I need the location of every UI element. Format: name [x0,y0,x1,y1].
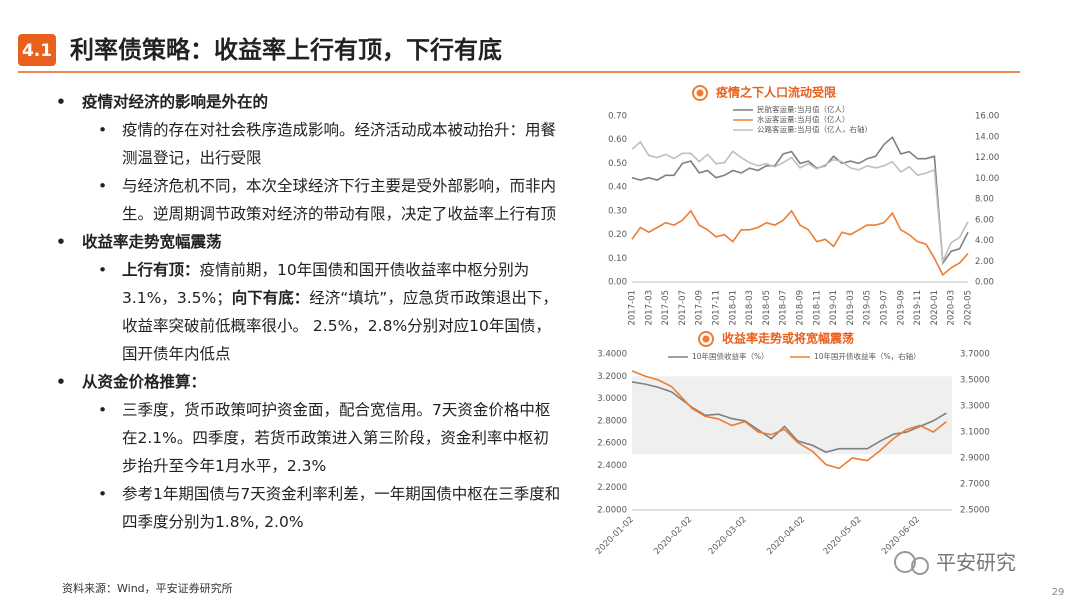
bullet: 收益率走势宽幅震荡 [52,228,572,256]
x-tick-label: 2018-07 [779,290,789,326]
bullet: 从资金价格推算： [52,368,572,396]
y2-tick-label: 2.00 [975,257,994,267]
x-tick-label: 2019-01 [829,290,839,326]
x-tick-label: 2020-05 [964,290,974,326]
legend-label: 10年国债收益率（%） [692,351,769,361]
y2-tick-label: 2.7000 [960,480,990,490]
x-tick-label: 2019-05 [863,290,873,326]
watermark-icon [911,557,929,575]
series-line [631,136,969,266]
y2-tick-label: 3.7000 [960,350,990,360]
x-tick-label: 2020-05-02 [822,515,864,557]
x-tick-label: 2018-09 [796,290,806,326]
title-icon [698,331,714,347]
watermark-icon [894,551,916,573]
y-tick-label: 0.70 [608,112,627,122]
y2-tick-label: 0.00 [975,278,994,288]
x-tick-label: 2018-03 [745,290,755,326]
bullet: 疫情对经济的影响是外在的 [52,88,572,116]
title-icon [696,89,704,97]
legend-label: 10年国开债收益率（%，右轴） [814,351,921,361]
sub-bullet: 与经济危机不同，本次全球经济下行主要是受外部影响，而非内生。逆周期调节政策对经济… [52,172,562,228]
x-tick-label: 2018-11 [812,290,822,326]
y2-tick-label: 6.00 [975,215,994,225]
x-tick-label: 2020-01-02 [594,515,636,557]
y2-tick-label: 10.00 [975,174,999,184]
y-tick-label: 2.4000 [597,461,627,471]
shaded-band [632,376,952,455]
x-tick-label: 2019-11 [913,290,923,326]
text-run: 疫情前期，10年国债和国开债收益率中枢分别为3.1%，3.5%； [122,261,530,307]
page-number: 29 [1052,587,1065,598]
chart-title: 疫情之下人口流动受限 [716,85,836,100]
x-tick-label: 2020-04-02 [765,515,807,557]
legend-label: 水运客运量:当月值（亿人） [757,114,850,124]
bullet-list: 疫情对经济的影响是外在的疫情的存在对社会秩序造成影响。经济活动成本被动抬升：用餐… [52,88,572,536]
y2-tick-label: 3.3000 [960,402,990,412]
sub-bullet: 疫情的存在对社会秩序造成影响。经济活动成本被动抬升：用餐测温登记，出行受限 [52,116,562,172]
x-tick-label: 2017-09 [695,290,705,326]
watermark: 平安研究 [936,551,1016,575]
x-tick-label: 2020-03-02 [707,515,749,557]
sub-bullet: 参考1年期国债与7天资金利率利差，一年期国债中枢在三季度和四季度分别为1.8%,… [52,480,562,536]
y-tick-label: 3.2000 [597,372,627,382]
y-tick-label: 0.40 [608,183,627,193]
bold-run: 向下有底： [231,289,310,307]
y-tick-label: 0.20 [608,230,627,240]
x-tick-label: 2017-05 [661,290,671,326]
y-tick-label: 0.00 [608,278,627,288]
text-run: 经济“填坑”，应急货币政策退出下，收益率突破前低概率很小。 2.5%，2.8%分… [122,289,558,363]
x-tick-label: 2019-09 [896,290,906,326]
y-tick-label: 0.60 [608,135,627,145]
x-tick-label: 2017-03 [644,290,654,326]
bold-run: 上行有顶： [122,261,200,279]
y2-tick-label: 16.00 [975,112,999,122]
series-line [631,140,969,265]
slide-title: 利率债策略：收益率上行有顶，下行有底 [70,36,502,64]
x-tick-label: 2019-03 [846,290,856,326]
y2-tick-label: 2.9000 [960,454,990,464]
title-icon [702,335,710,343]
y2-tick-label: 4.00 [975,236,994,246]
badge-text: 4.1 [22,41,52,61]
legend-label: 公路客运量:当月值（亿人，右轴） [757,124,872,134]
y2-tick-label: 8.00 [975,195,994,205]
x-tick-label: 2017-07 [678,290,688,326]
x-tick-label: 2017-01 [628,290,638,326]
x-tick-label: 2019-07 [880,290,890,326]
y-tick-label: 3.4000 [597,350,627,360]
y-tick-label: 2.8000 [597,416,627,426]
y2-tick-label: 3.5000 [960,376,990,386]
series-line [631,209,969,277]
source-note: 资料来源：Wind，平安证券研究所 [62,582,233,595]
title-icon [692,85,708,101]
y-tick-label: 3.0000 [597,394,627,404]
y-tick-label: 2.2000 [597,483,627,493]
y-tick-label: 2.0000 [597,506,627,516]
y-tick-label: 2.6000 [597,439,627,449]
x-tick-label: 2018-05 [762,290,772,326]
x-tick-label: 2020-02-02 [652,515,694,557]
x-tick-label: 2020-01 [930,290,940,326]
y2-tick-label: 14.00 [975,132,999,142]
chart-title: 收益率走势或将宽幅震荡 [722,331,854,346]
y2-tick-label: 12.00 [975,153,999,163]
legend-label: 民航客运量:当月值（亿人） [757,104,850,114]
series-line [631,370,947,470]
section-badge [18,34,56,66]
sub-bullet: 三季度，货币政策呵护资金面，配合宽信用。7天资金价格中枢在2.1%。四季度，若货… [52,396,562,480]
y-tick-label: 0.10 [608,254,627,264]
x-tick-label: 2017-11 [712,290,722,326]
x-tick-label: 2018-01 [728,290,738,326]
y2-tick-label: 2.5000 [960,506,990,516]
y-tick-label: 0.30 [608,206,627,216]
y2-tick-label: 3.1000 [960,428,990,438]
sub-bullet: 上行有顶：疫情前期，10年国债和国开债收益率中枢分别为3.1%，3.5%；向下有… [52,256,562,368]
y-tick-label: 0.50 [608,159,627,169]
x-tick-label: 2020-06-02 [880,515,922,557]
x-tick-label: 2020-03 [947,290,957,326]
